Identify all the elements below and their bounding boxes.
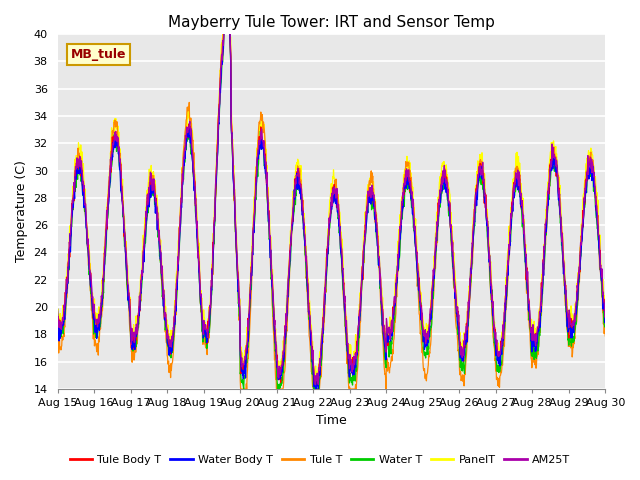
Water T bbox=[417, 313, 425, 319]
Tule T bbox=[220, 24, 228, 30]
AM25T bbox=[54, 308, 61, 314]
PanelT bbox=[162, 315, 170, 321]
Water Body T bbox=[417, 317, 425, 323]
AM25T bbox=[175, 225, 183, 230]
AM25T bbox=[537, 303, 545, 309]
Tule Body T bbox=[602, 317, 609, 323]
Water T bbox=[537, 309, 545, 315]
AM25T bbox=[220, 24, 228, 30]
Water Body T bbox=[237, 362, 245, 368]
Tule T bbox=[417, 331, 425, 336]
PanelT bbox=[489, 297, 497, 302]
PanelT bbox=[220, 24, 227, 30]
Water T bbox=[489, 314, 497, 320]
Water Body T bbox=[312, 386, 320, 392]
PanelT bbox=[313, 377, 321, 383]
AM25T bbox=[417, 305, 425, 311]
Tule Body T bbox=[220, 24, 228, 30]
PanelT bbox=[237, 353, 245, 359]
Water T bbox=[220, 24, 228, 30]
Tule Body T bbox=[175, 227, 183, 233]
Line: Water T: Water T bbox=[58, 27, 605, 389]
Line: AM25T: AM25T bbox=[58, 27, 605, 384]
PanelT bbox=[417, 291, 425, 297]
Water Body T bbox=[175, 241, 183, 247]
Tule T bbox=[237, 386, 245, 392]
Text: MB_tule: MB_tule bbox=[71, 48, 127, 61]
PanelT bbox=[537, 292, 545, 298]
Title: Mayberry Tule Tower: IRT and Sensor Temp: Mayberry Tule Tower: IRT and Sensor Temp bbox=[168, 15, 495, 30]
AM25T bbox=[312, 382, 319, 387]
Line: Tule Body T: Tule Body T bbox=[58, 27, 605, 384]
Tule Body T bbox=[237, 371, 245, 376]
Water Body T bbox=[220, 24, 228, 30]
PanelT bbox=[54, 307, 61, 313]
Water Body T bbox=[537, 309, 545, 315]
Water T bbox=[237, 376, 245, 382]
AM25T bbox=[237, 355, 245, 360]
Tule Body T bbox=[54, 320, 61, 326]
Water T bbox=[162, 324, 170, 330]
Water T bbox=[274, 386, 282, 392]
Water Body T bbox=[602, 317, 609, 323]
AM25T bbox=[162, 316, 170, 322]
X-axis label: Time: Time bbox=[316, 414, 347, 427]
Water Body T bbox=[54, 306, 61, 312]
Tule Body T bbox=[417, 312, 425, 318]
Tule T bbox=[237, 386, 244, 392]
Tule T bbox=[162, 337, 170, 343]
Tule T bbox=[537, 311, 545, 316]
Tule T bbox=[54, 334, 61, 340]
Water Body T bbox=[489, 312, 497, 318]
AM25T bbox=[489, 305, 497, 311]
PanelT bbox=[602, 312, 609, 317]
Tule T bbox=[175, 235, 183, 240]
Water T bbox=[54, 318, 61, 324]
Line: Water Body T: Water Body T bbox=[58, 27, 605, 389]
Line: Tule T: Tule T bbox=[58, 27, 605, 389]
PanelT bbox=[175, 238, 183, 244]
Tule T bbox=[602, 333, 609, 339]
Legend: Tule Body T, Water Body T, Tule T, Water T, PanelT, AM25T: Tule Body T, Water Body T, Tule T, Water… bbox=[65, 451, 575, 469]
AM25T bbox=[602, 310, 609, 315]
Water T bbox=[175, 245, 183, 251]
Y-axis label: Temperature (C): Temperature (C) bbox=[15, 160, 28, 263]
Tule T bbox=[489, 325, 497, 331]
Line: PanelT: PanelT bbox=[58, 27, 605, 380]
Tule Body T bbox=[162, 319, 170, 325]
Tule Body T bbox=[537, 301, 545, 307]
Tule Body T bbox=[313, 382, 321, 387]
Water Body T bbox=[162, 324, 170, 329]
Tule Body T bbox=[489, 304, 497, 310]
Water T bbox=[602, 323, 609, 329]
